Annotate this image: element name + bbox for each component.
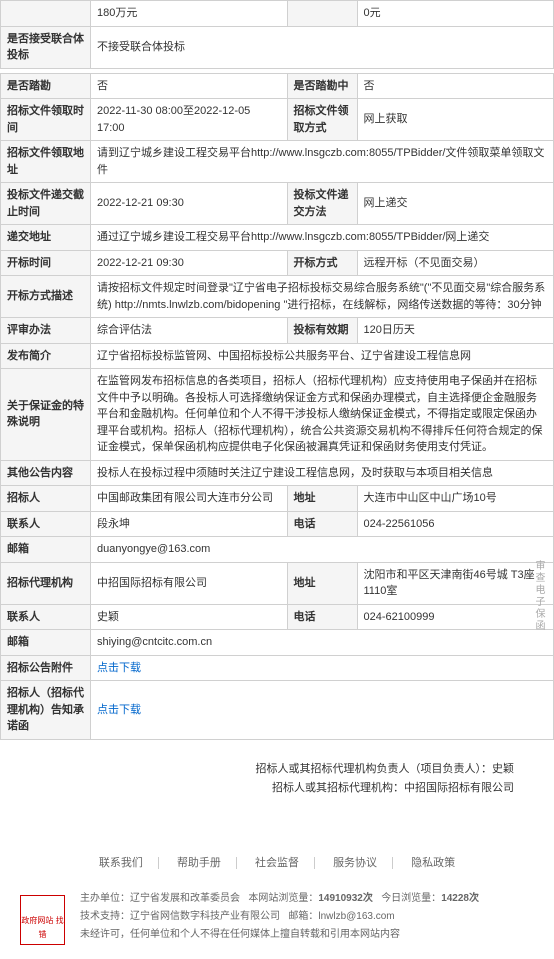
agency-label: 招标代理机构 [1,562,91,604]
footer-link-help[interactable]: 帮助手册 [162,857,237,869]
open-desc-label: 开标方式描述 [1,276,91,318]
footer-link-privacy[interactable]: 隐私政策 [396,857,470,869]
open-method-value: 远程开标（不见面交易） [357,250,554,276]
host-value: 辽宁省发展和改革委员会 [130,893,240,904]
submit-addr-label: 递交地址 [1,225,91,251]
footer-links: 联系我们 帮助手册 社会监督 服务协议 隐私政策 [0,839,554,885]
tech-label: 技术支持： [80,911,130,922]
cell [287,1,357,27]
attach-cell: 点击下载 [91,655,554,681]
deposit-value: 在监管网发布招标信息的各类项目，招标人（招标代理机构）应支持使用电子保函并在招标… [91,369,554,461]
tenderer-label: 招标人 [1,486,91,512]
email1-label: 邮箱 [1,537,91,563]
doc-addr-value: 请到辽宁城乡建设工程交易平台http://www.lnsgczb.com:805… [91,141,554,183]
site-visit-value: 否 [91,73,288,99]
open-time-value: 2022-12-21 09:30 [91,250,288,276]
publish-label: 发布简介 [1,343,91,369]
today-label: 今日浏览量： [381,893,441,904]
mail-value: lnwlzb@163.com [318,911,394,922]
open-time-label: 开标时间 [1,250,91,276]
submit-time-label: 投标文件递交截止时间 [1,183,91,225]
joint-bid-label: 是否接受联合体投标 [1,26,91,68]
watermark-text: 审查电子保函 [531,560,546,632]
submit-addr-value: 通过辽宁城乡建设工程交易平台http://www.lnsgczb.com:805… [91,225,554,251]
other-label: 其他公告内容 [1,460,91,486]
contact2-value: 史颖 [91,604,288,630]
contact1-value: 段永坤 [91,511,288,537]
valid-value: 120日历天 [357,318,554,344]
doc-time-value: 2022-11-30 08:00至2022-12-05 17:00 [91,99,288,141]
signature-line-2: 招标人或其招标代理机构：中招国际招标有限公司 [0,779,514,799]
email2-value: shiying@cntcitc.com.cn [91,630,554,656]
doc-method-value: 网上获取 [357,99,554,141]
eval-label: 评审办法 [1,318,91,344]
phone1-value: 024-22561056 [357,511,554,537]
doc-addr-label: 招标文件领取地址 [1,141,91,183]
signature-block: 招标人或其招标代理机构负责人（项目负责人）：史颖 招标人或其招标代理机构：中招国… [0,740,554,810]
commitment-label: 招标人（招标代理机构）告知承诺函 [1,681,91,740]
cell: 0元 [357,1,554,27]
copyright-notice: 未经许可，任何单位和个人不得在任何媒体上擅自转载和引用本网站内容 [80,926,554,944]
download-link-1[interactable]: 点击下载 [97,662,141,674]
attach-label: 招标公告附件 [1,655,91,681]
commitment-cell: 点击下载 [91,681,554,740]
submit-method-value: 网上递交 [357,183,554,225]
views-value: 14910932次 [318,893,373,904]
tenderer-addr-value: 大连市中山区中山广场10号 [357,486,554,512]
valid-label: 投标有效期 [287,318,357,344]
agency-addr-label: 地址 [287,562,357,604]
tenderer-value: 中国邮政集团有限公司大连市分公司 [91,486,288,512]
mail-label: 邮箱： [288,911,318,922]
agency-addr-value: 沈阳市和平区天津南街46号城 T3座1110室 [357,562,554,604]
contact1-label: 联系人 [1,511,91,537]
deposit-label: 关于保证金的特殊说明 [1,369,91,461]
signature-line-1: 招标人或其招标代理机构负责人（项目负责人）：史颖 [0,760,514,780]
phone1-label: 电话 [287,511,357,537]
cell [1,1,91,27]
doc-method-label: 招标文件领取方式 [287,99,357,141]
publish-value: 辽宁省招标投标监管网、中国招标投标公共服务平台、辽宁省建设工程信息网 [91,343,554,369]
submit-method-label: 投标文件递交方法 [287,183,357,225]
views-label: 本网站浏览量： [248,893,318,904]
submit-time-value: 2022-12-21 09:30 [91,183,288,225]
eval-value: 综合评估法 [91,318,288,344]
email2-label: 邮箱 [1,630,91,656]
site-visit2-label: 是否踏勘中 [287,73,357,99]
today-value: 14228次 [441,893,479,904]
host-label: 主办单位： [80,893,130,904]
site-visit-label: 是否踏勘 [1,73,91,99]
cell: 180万元 [91,1,288,27]
page-footer: 联系我们 帮助手册 社会监督 服务协议 隐私政策 政府网站 找错 主办单位：辽宁… [0,839,554,959]
agency-value: 中招国际招标有限公司 [91,562,288,604]
open-method-label: 开标方式 [287,250,357,276]
gov-error-badge[interactable]: 政府网站 找错 [20,895,65,945]
footer-link-service[interactable]: 服务协议 [318,857,393,869]
footer-link-contact[interactable]: 联系我们 [84,857,159,869]
site-visit2-value: 否 [357,73,554,99]
footer-info: 政府网站 找错 主办单位：辽宁省发展和改革委员会 本网站浏览量：14910932… [0,885,554,959]
tenderer-addr-label: 地址 [287,486,357,512]
joint-bid-value: 不接受联合体投标 [91,26,554,68]
phone2-value: 024-62100999 [357,604,554,630]
tender-info-table: 180万元 0元 是否接受联合体投标不接受联合体投标 [0,0,554,69]
tender-details-table: 是否踏勘否是否踏勘中否 招标文件领取时间2022-11-30 08:00至202… [0,73,554,740]
open-desc-value: 请按招标文件规定时间登录"辽宁省电子招标投标交易综合服务系统"("不见面交易"综… [91,276,554,318]
other-value: 投标人在投标过程中须随时关注辽宁建设工程信息网，及时获取与本项目相关信息 [91,460,554,486]
phone2-label: 电话 [287,604,357,630]
contact2-label: 联系人 [1,604,91,630]
footer-link-supervise[interactable]: 社会监督 [240,857,315,869]
download-link-2[interactable]: 点击下载 [97,704,141,716]
email1-value: duanyongye@163.com [91,537,554,563]
tech-value: 辽宁省网信数字科技产业有限公司 [130,911,280,922]
doc-time-label: 招标文件领取时间 [1,99,91,141]
